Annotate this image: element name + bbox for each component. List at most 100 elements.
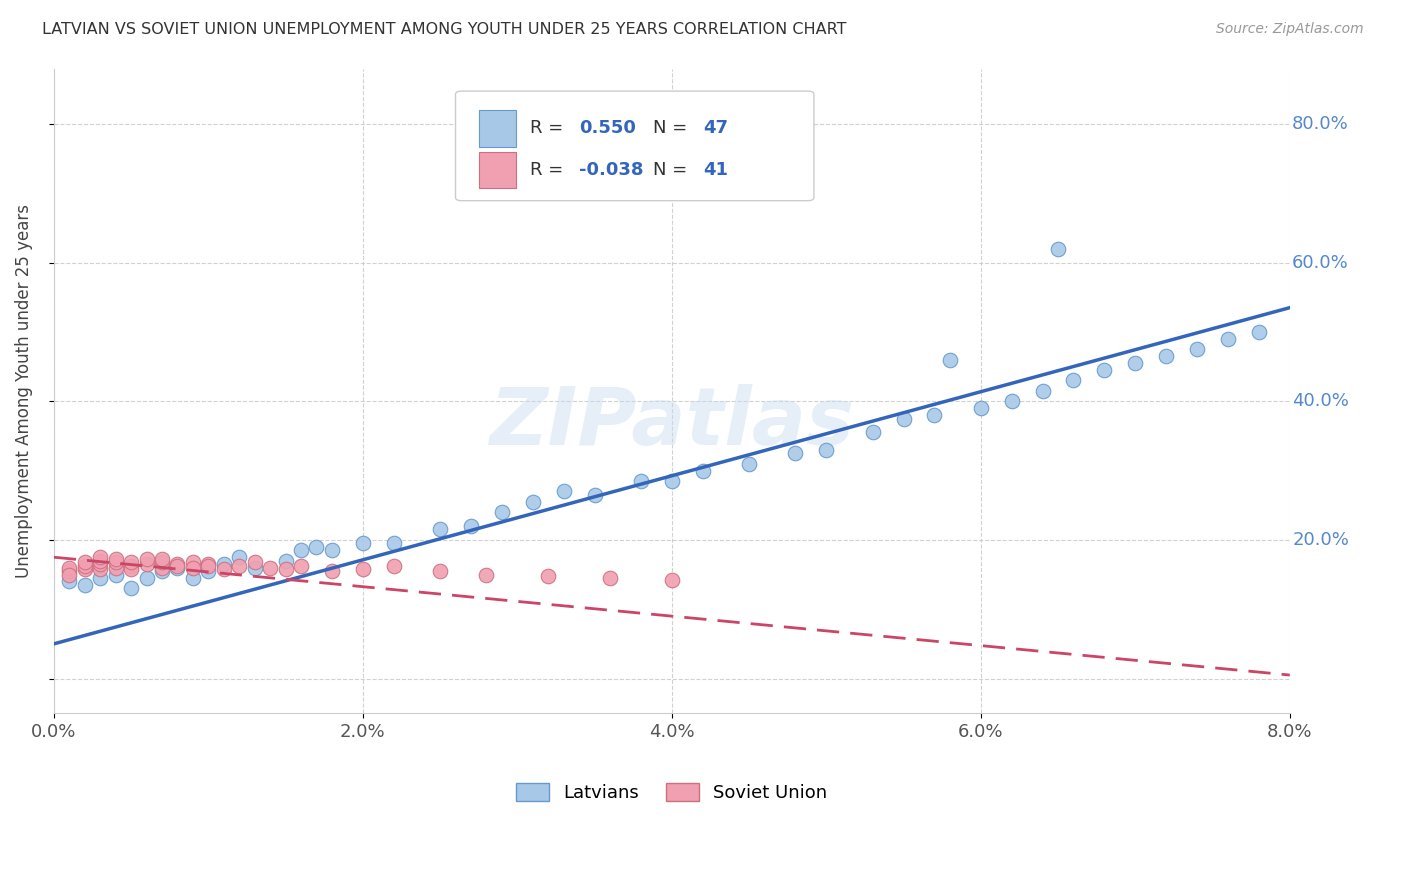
Point xyxy=(274,562,297,576)
Point xyxy=(58,574,80,589)
Point xyxy=(89,571,111,585)
Point xyxy=(73,559,96,574)
Point xyxy=(212,562,235,576)
Point xyxy=(939,352,962,367)
Point xyxy=(522,141,544,155)
Point xyxy=(197,564,219,578)
Point xyxy=(212,557,235,571)
Text: Source: ZipAtlas.com: Source: ZipAtlas.com xyxy=(1216,22,1364,37)
Point xyxy=(352,536,374,550)
Point xyxy=(970,401,993,416)
Point xyxy=(429,523,451,537)
Point xyxy=(228,550,250,565)
Point xyxy=(197,559,219,574)
Point xyxy=(1247,325,1270,339)
Point xyxy=(89,550,111,565)
FancyBboxPatch shape xyxy=(456,91,814,201)
Legend: Latvians, Soviet Union: Latvians, Soviet Union xyxy=(508,773,837,811)
Point xyxy=(58,564,80,578)
Point xyxy=(475,567,498,582)
Text: -0.038: -0.038 xyxy=(579,161,644,178)
Point xyxy=(1216,332,1239,346)
Point xyxy=(73,578,96,592)
Point xyxy=(1092,363,1115,377)
Text: N =: N = xyxy=(654,120,688,137)
Point xyxy=(785,446,807,460)
Point xyxy=(197,557,219,571)
Point xyxy=(893,411,915,425)
Point xyxy=(553,484,575,499)
Point xyxy=(73,555,96,569)
Point xyxy=(522,495,544,509)
Point xyxy=(274,554,297,568)
Point xyxy=(259,560,281,574)
Text: 0.550: 0.550 xyxy=(579,120,636,137)
Point xyxy=(290,559,312,574)
Point xyxy=(352,562,374,576)
Point xyxy=(738,457,761,471)
Point xyxy=(166,560,188,574)
FancyBboxPatch shape xyxy=(479,152,516,188)
Point xyxy=(135,571,157,585)
Point xyxy=(305,540,328,554)
Point xyxy=(120,555,142,569)
Point xyxy=(104,567,127,582)
Point xyxy=(537,569,560,583)
Point xyxy=(73,562,96,576)
Point xyxy=(89,554,111,568)
Point xyxy=(924,408,946,422)
Text: N =: N = xyxy=(654,161,688,178)
Point xyxy=(661,573,683,587)
Point xyxy=(1001,394,1024,409)
Point xyxy=(104,552,127,566)
Point xyxy=(382,559,405,574)
Point xyxy=(120,562,142,576)
Point xyxy=(491,505,513,519)
Text: 60.0%: 60.0% xyxy=(1292,253,1348,271)
Point xyxy=(135,552,157,566)
Text: 41: 41 xyxy=(703,161,728,178)
Point xyxy=(228,559,250,574)
FancyBboxPatch shape xyxy=(479,111,516,147)
Point xyxy=(89,557,111,571)
Y-axis label: Unemployment Among Youth under 25 years: Unemployment Among Youth under 25 years xyxy=(15,204,32,578)
Point xyxy=(382,536,405,550)
Point xyxy=(181,571,204,585)
Point xyxy=(58,560,80,574)
Point xyxy=(150,560,173,574)
Point xyxy=(181,555,204,569)
Point xyxy=(630,474,652,488)
Text: R =: R = xyxy=(530,120,568,137)
Text: 80.0%: 80.0% xyxy=(1292,115,1348,133)
Text: LATVIAN VS SOVIET UNION UNEMPLOYMENT AMONG YOUTH UNDER 25 YEARS CORRELATION CHAR: LATVIAN VS SOVIET UNION UNEMPLOYMENT AMO… xyxy=(42,22,846,37)
Point xyxy=(104,555,127,569)
Point xyxy=(150,555,173,569)
Point xyxy=(321,564,343,578)
Point xyxy=(460,519,482,533)
Point xyxy=(243,560,266,574)
Point xyxy=(692,464,714,478)
Point xyxy=(290,543,312,558)
Point xyxy=(150,552,173,566)
Text: 47: 47 xyxy=(703,120,728,137)
Point xyxy=(104,560,127,574)
Point xyxy=(58,567,80,582)
Point xyxy=(661,474,683,488)
Point xyxy=(1123,356,1146,370)
Point xyxy=(1032,384,1054,398)
Point xyxy=(120,582,142,596)
Point xyxy=(181,560,204,574)
Point xyxy=(150,564,173,578)
Text: 40.0%: 40.0% xyxy=(1292,392,1350,410)
Point xyxy=(583,488,606,502)
Point xyxy=(89,562,111,576)
Text: R =: R = xyxy=(530,161,568,178)
Point xyxy=(1047,242,1070,256)
Point xyxy=(429,564,451,578)
Point xyxy=(166,557,188,571)
Text: ZIPatlas: ZIPatlas xyxy=(489,384,855,462)
Point xyxy=(135,557,157,571)
Point xyxy=(815,442,838,457)
Text: 20.0%: 20.0% xyxy=(1292,531,1350,549)
Point xyxy=(599,571,621,585)
